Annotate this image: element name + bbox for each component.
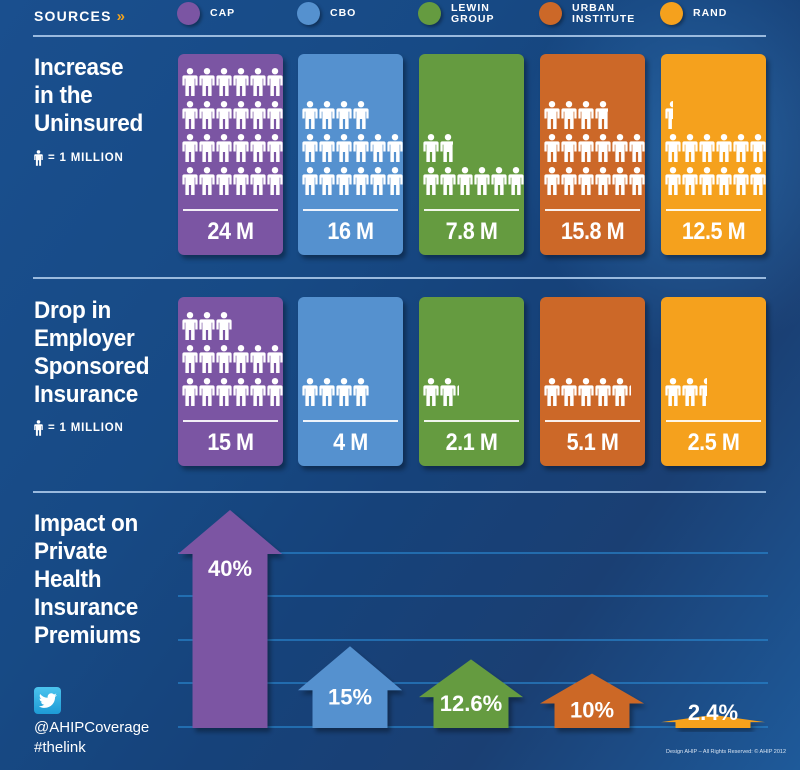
value-label: 2.1 M (445, 429, 498, 456)
premium-arrow-cbo: 15% (298, 646, 402, 728)
arrow-value-label: 15% (328, 684, 372, 709)
title-line: Drop in (34, 297, 111, 324)
value-rule (424, 420, 519, 422)
value-rule (545, 209, 640, 211)
bar-card-rand: 12.5 M (661, 54, 766, 255)
double-chevron-right-icon: » (116, 7, 125, 25)
title-line: Uninsured (34, 110, 143, 137)
arrow-value-label: 40% (208, 556, 252, 581)
legend-dot-icon (418, 2, 441, 25)
arrow-value-label: 12.6% (440, 691, 502, 716)
section-divider (33, 277, 766, 279)
value-rule (666, 420, 761, 422)
title-line: Insurance (34, 594, 139, 621)
arrow-shape (298, 646, 402, 728)
legend-label: CBO (330, 7, 357, 19)
unit-key: = 1 MILLION (34, 146, 124, 170)
premium-arrow-cap: 40% (178, 510, 282, 728)
value-label: 24 M (207, 218, 254, 245)
title-line: in the (34, 82, 93, 109)
arrow-shape (419, 659, 523, 728)
legend-item-cbo: CBO (297, 2, 390, 25)
value-label: 15 M (207, 429, 254, 456)
title-line: Sponsored (34, 353, 150, 380)
title-line: Private (34, 538, 108, 565)
legend-dot-icon (660, 2, 683, 25)
title-line: Employer (34, 325, 135, 352)
value-label: 2.5 M (687, 429, 740, 456)
bar-card-lewin: 7.8 M (419, 54, 524, 255)
value-rule (545, 420, 640, 422)
arrow-shape (661, 714, 765, 728)
value-rule (183, 420, 278, 422)
arrow-value-label: 10% (570, 697, 614, 722)
unit-key: = 1 MILLION (34, 416, 124, 440)
twitter-handle-block: @AHIPCoverage #thelink (34, 718, 149, 758)
section-divider (33, 491, 766, 493)
value-rule (424, 209, 519, 211)
bar-card-rand: 2.5 M (661, 297, 766, 466)
value-rule (183, 209, 278, 211)
legend-dot-icon (297, 2, 320, 25)
value-label: 12.5 M (681, 218, 746, 245)
value-label: 4 M (333, 429, 368, 456)
value-label: 15.8 M (560, 218, 625, 245)
value-rule (666, 209, 761, 211)
value-rule (303, 420, 398, 422)
title-line: Increase (34, 54, 124, 81)
twitter-bird-icon[interactable] (34, 687, 61, 714)
value-label: 7.8 M (445, 218, 498, 245)
value-label: 5.1 M (566, 429, 619, 456)
premium-arrow-lewin: 12.6% (419, 659, 523, 728)
premium-arrow-urban: 10% (540, 673, 644, 728)
bar-card-cap: 24 M (178, 54, 283, 255)
uninsured-section-title: Increase in the Uninsured (34, 54, 143, 138)
legend-item-cap: CAP (177, 2, 270, 25)
arrow-shape (178, 510, 282, 728)
title-line: Impact on (34, 510, 138, 537)
arrows: 40% 15% 12.6% 10% 2.4% (178, 510, 765, 728)
bar-card-urban: 15.8 M (540, 54, 645, 255)
arrow-value-label: 2.4% (688, 700, 738, 725)
bar-card-cap: 15 M (178, 297, 283, 466)
esi-section-title: Drop in Employer Sponsored Insurance (34, 297, 150, 409)
legend-label: LEWIN GROUP (451, 1, 495, 25)
sources-label: SOURCES (34, 8, 112, 24)
legend-item-urban: URBAN INSTITUTE (539, 1, 636, 25)
legend-item-lewin: LEWIN GROUP (418, 2, 511, 25)
bar-card-cbo: 16 M (298, 54, 403, 255)
title-line: Insurance (34, 381, 139, 408)
legend-label: URBAN INSTITUTE (572, 1, 636, 25)
unit-key-text: = 1 MILLION (48, 422, 124, 434)
section-divider (33, 35, 766, 37)
twitter-handle[interactable]: @AHIPCoverage (34, 719, 150, 736)
value-label: 16 M (327, 218, 374, 245)
value-rule (303, 209, 398, 211)
unit-key-text: = 1 MILLION (48, 152, 124, 164)
title-line: Health (34, 566, 102, 593)
bar-card-lewin: 2.1 M (419, 297, 524, 466)
legend-label: RAND (693, 7, 728, 19)
copyright-text: Design AHIP – All Rights Reserved: © AHI… (666, 749, 787, 755)
legend-dot-icon (539, 2, 562, 25)
hashtag[interactable]: #thelink (34, 739, 86, 756)
premium-arrow-rand: 2.4% (661, 700, 765, 728)
legend-dot-icon (177, 2, 200, 25)
bar-card-urban: 5.1 M (540, 297, 645, 466)
legend-item-rand: RAND (660, 2, 753, 25)
twitter-bird-glyph (38, 692, 57, 708)
bar-card-cbo: 4 M (298, 297, 403, 466)
sources-header: SOURCES » (34, 6, 125, 26)
title-line: Premiums (34, 622, 141, 649)
legend-label: CAP (210, 7, 236, 19)
premiums-section-title: Impact on Private Health Insurance Premi… (34, 510, 141, 650)
arrow-shape (540, 673, 644, 728)
